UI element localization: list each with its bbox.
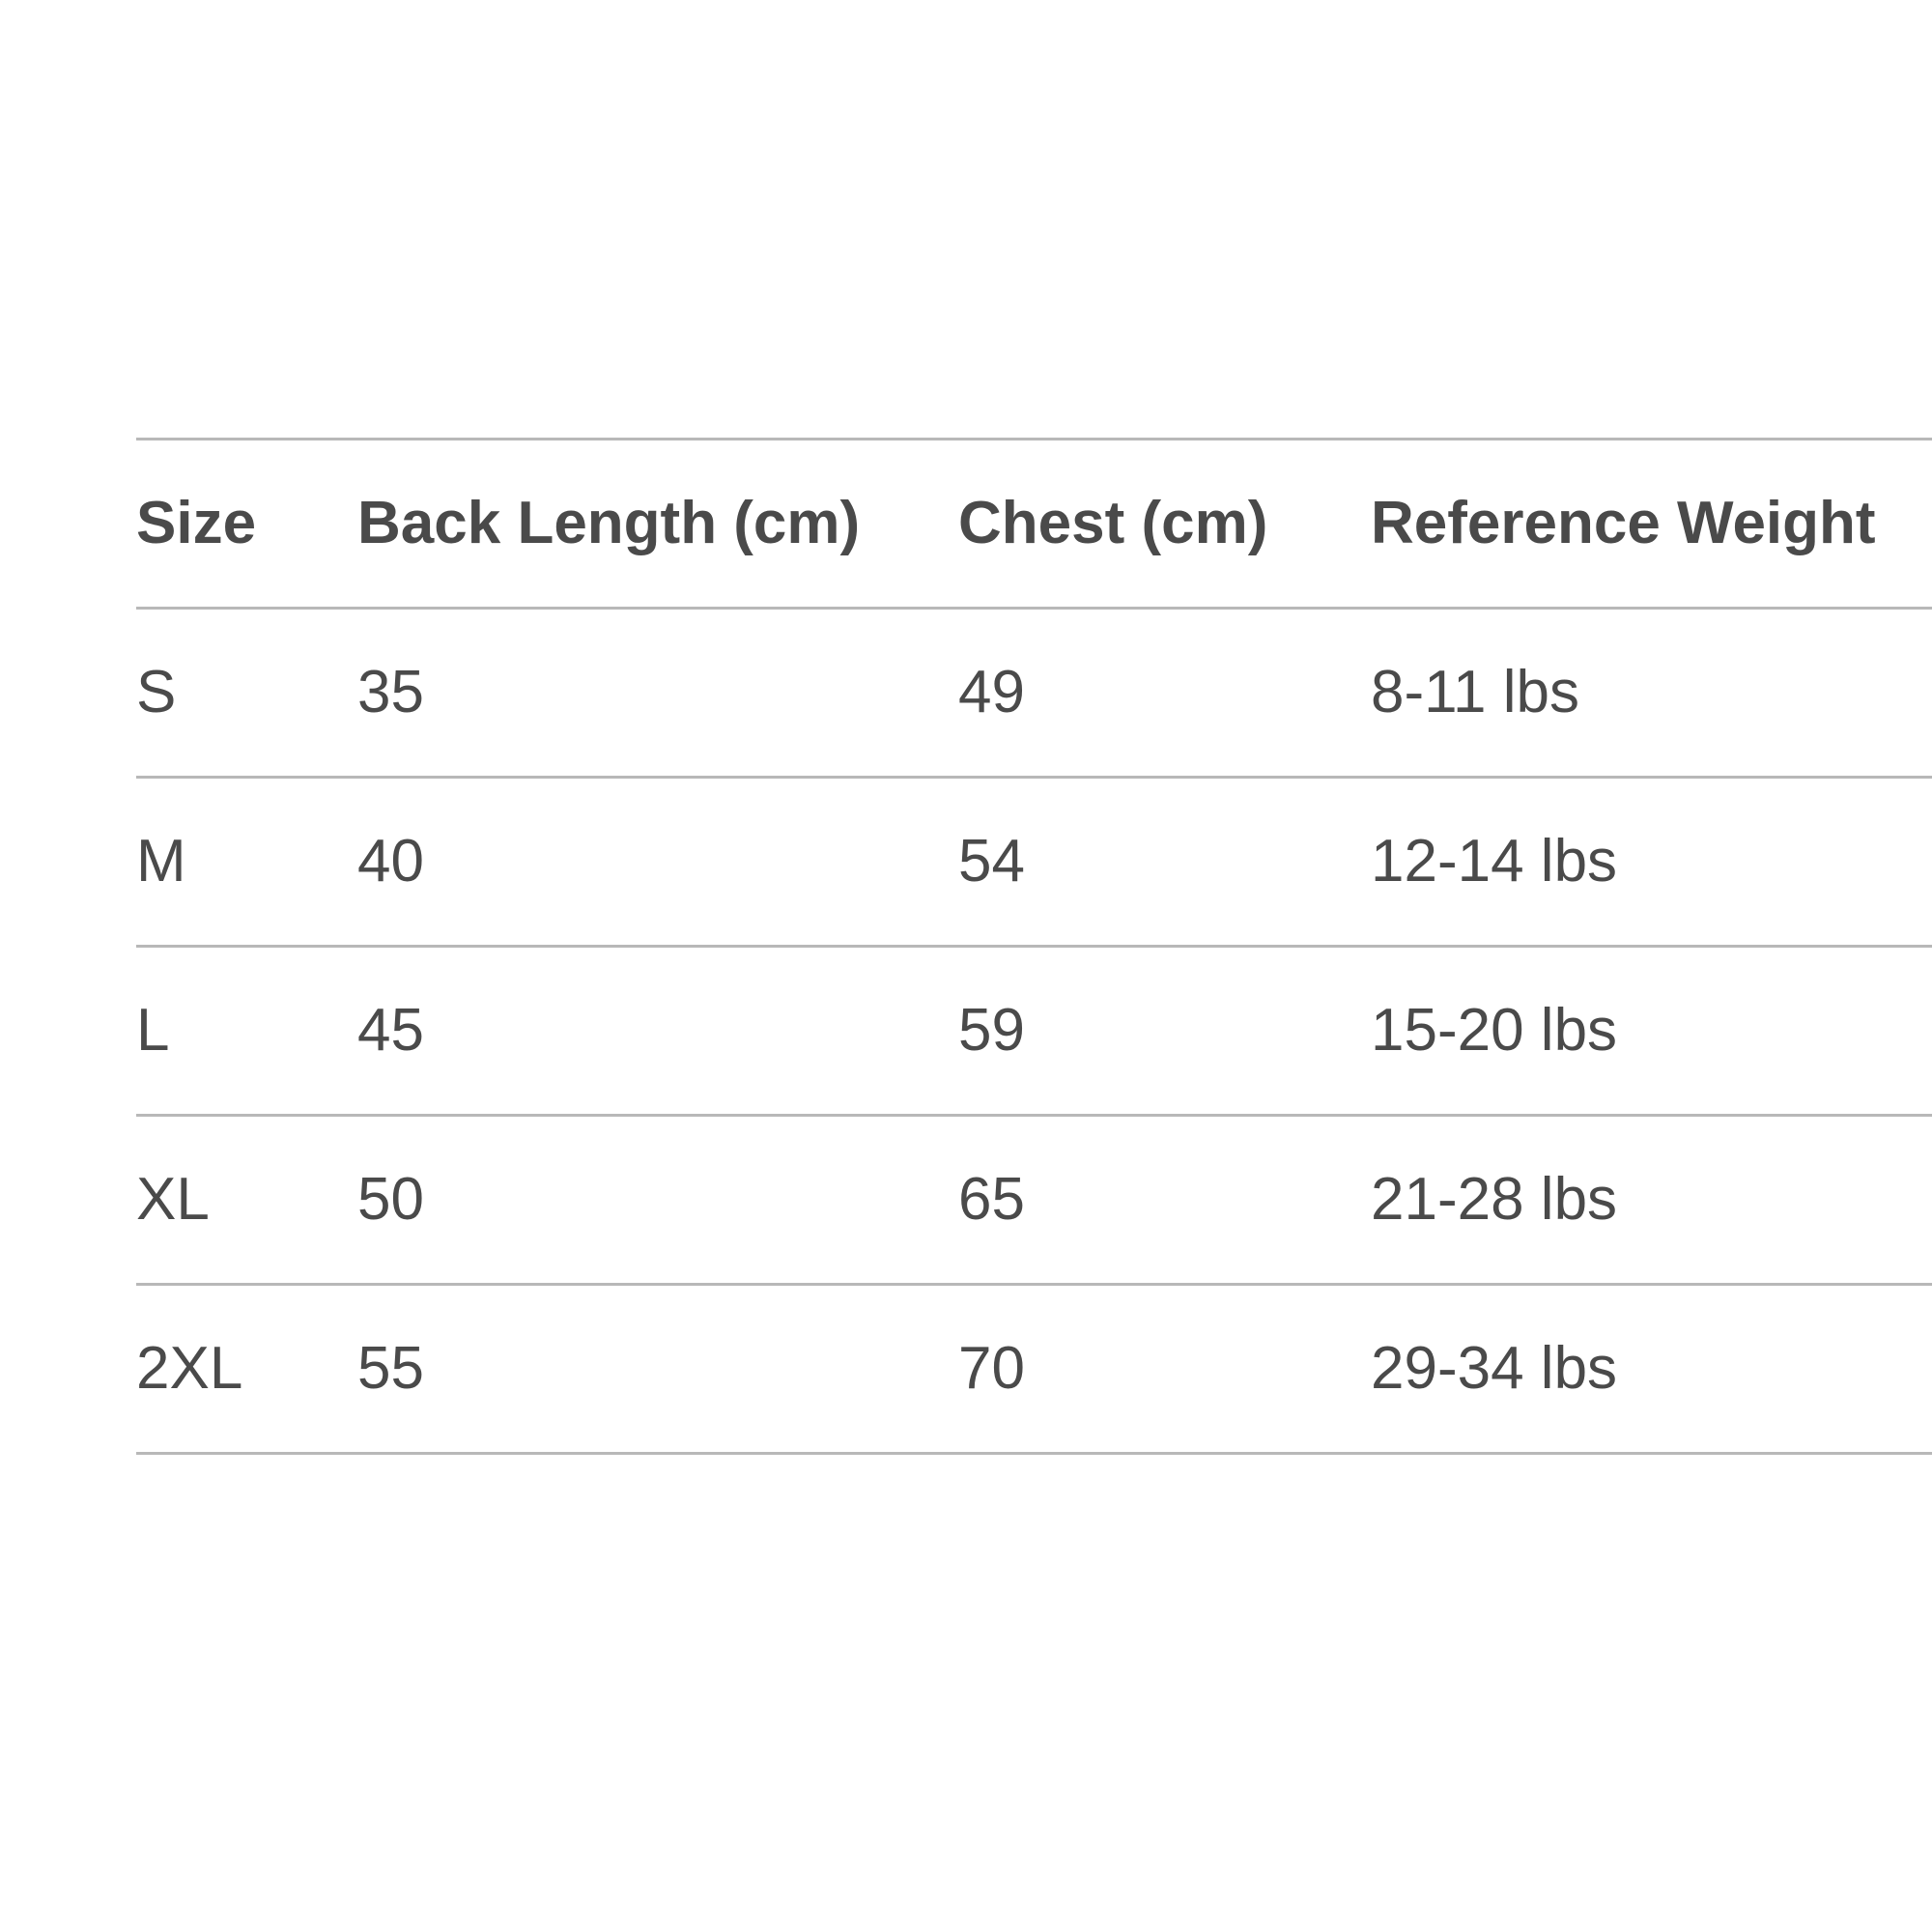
cell-reference-weight: 29-34 lbs [1371,1335,1618,1402]
cell-chest: 59 [958,997,1025,1064]
table-row: XL 50 65 21-28 lbs [136,1116,1932,1285]
header-row: Size Back Length (cm) Chest (cm) Referen… [136,439,1932,609]
table-row: L 45 59 15-20 lbs [136,947,1932,1116]
cell-size: M [136,828,186,895]
header-back-length: Back Length (cm) [357,490,861,556]
cell-reference-weight: 12-14 lbs [1371,828,1618,895]
cell-back-length: 50 [357,1166,424,1233]
cell-reference-weight: 8-11 lbs [1371,659,1579,725]
cell-chest: 70 [958,1335,1025,1402]
cell-size: S [136,659,177,725]
table-row: 2XL 55 70 29-34 lbs [136,1285,1932,1454]
cell-reference-weight: 15-20 lbs [1371,997,1618,1064]
header-chest: Chest (cm) [958,490,1268,556]
cell-size: L [136,997,170,1064]
table-header: Size Back Length (cm) Chest (cm) Referen… [136,439,1932,609]
cell-chest: 49 [958,659,1025,725]
cell-reference-weight: 21-28 lbs [1371,1166,1618,1233]
table-row: M 40 54 12-14 lbs [136,778,1932,947]
table-body: S 35 49 8-11 lbs M 40 54 12-14 lbs L 45 … [136,609,1932,1454]
cell-size: XL [136,1166,210,1233]
size-chart-table: Size Back Length (cm) Chest (cm) Referen… [136,438,1932,1455]
cell-back-length: 45 [357,997,424,1064]
header-size: Size [136,490,257,556]
cell-back-length: 35 [357,659,424,725]
cell-back-length: 55 [357,1335,424,1402]
cell-back-length: 40 [357,828,424,895]
table-row: S 35 49 8-11 lbs [136,609,1932,778]
cell-chest: 54 [958,828,1025,895]
header-reference-weight: Reference Weight [1371,490,1876,556]
cell-chest: 65 [958,1166,1025,1233]
cell-size: 2XL [136,1335,243,1402]
